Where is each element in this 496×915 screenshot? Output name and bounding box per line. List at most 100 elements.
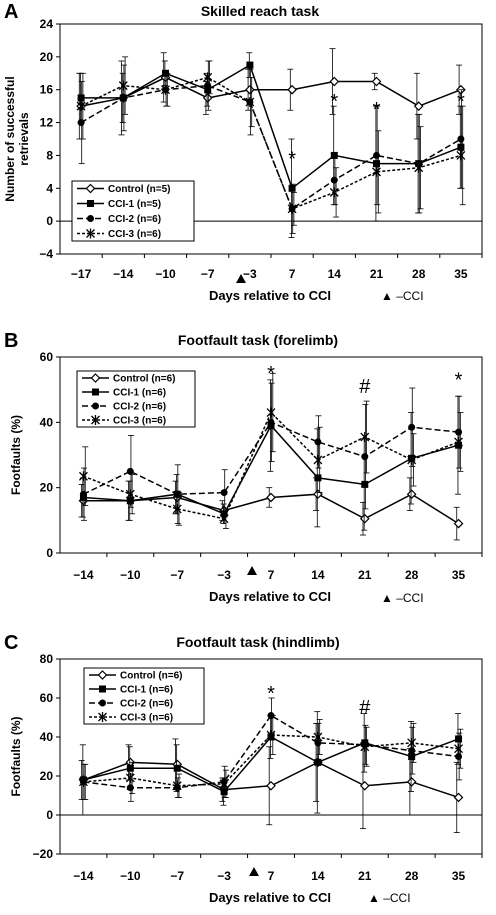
marker-asterisk: [161, 84, 170, 95]
marker-asterisk: [313, 454, 323, 465]
legend-label: CCI-1 (n=6): [113, 388, 166, 399]
series-line: [81, 63, 462, 190]
cci-note: ▲ –CCI: [368, 891, 411, 905]
legend-label: Control (n=5): [108, 184, 171, 195]
marker-diamond: [406, 489, 417, 500]
marker-asterisk: [86, 228, 95, 239]
marker-square: [99, 685, 106, 693]
marker-asterisk: [203, 72, 213, 83]
x-tick-label: 14: [311, 869, 325, 883]
marker-circle: [220, 489, 228, 497]
x-tick-label: 21: [358, 568, 372, 582]
marker-square: [288, 184, 296, 192]
x-tick-label: 28: [405, 568, 419, 582]
x-tick-label: −10: [120, 869, 141, 883]
series-4: [76, 56, 466, 226]
marker-circle: [126, 467, 134, 475]
marker-square: [373, 160, 380, 168]
marker-square: [314, 474, 322, 482]
panel-letter: A: [4, 1, 18, 23]
y-tick-label: 40: [40, 730, 54, 744]
marker-square: [77, 94, 85, 102]
y-tick-label: 20: [40, 50, 54, 64]
marker-circle: [204, 82, 212, 90]
y-tick-label: 20: [40, 481, 54, 495]
x-axis-label: Days relative to CCI: [209, 589, 331, 604]
x-tick-label: 7: [268, 869, 275, 883]
y-tick-label: 20: [40, 769, 54, 783]
marker-asterisk: [266, 407, 276, 418]
legend-label: CCI-1 (n=5): [108, 199, 161, 210]
legend-label: CCI-3 (n=6): [113, 416, 166, 427]
legend-label: CCI-2 (n=6): [120, 699, 173, 710]
series-line: [80, 84, 462, 210]
marker-square: [457, 143, 465, 151]
marker-circle: [373, 151, 380, 159]
plot-frame: [59, 356, 483, 554]
chart-title: Skilled reach task: [201, 3, 320, 19]
marker-asterisk: [76, 101, 86, 112]
marker-asterisk: [125, 772, 135, 783]
x-tick-label: 35: [452, 568, 466, 582]
marker-circle: [455, 428, 463, 436]
marker-diamond: [406, 777, 417, 787]
marker-asterisk: [125, 489, 135, 500]
marker-square: [92, 388, 99, 396]
marker-circle: [77, 119, 85, 127]
y-tick-label: −4: [39, 247, 53, 261]
significance-mark: #: [359, 376, 371, 398]
cci-triangle-icon: [247, 566, 257, 575]
legend: Control (n=6) CCI-1 (n=6) CCI-2 (n=6) CCI-3…: [83, 667, 205, 725]
y-tick-label: 80: [40, 652, 54, 666]
marker-asterisk: [266, 730, 276, 741]
legend-label: CCI-1 (n=6): [120, 685, 173, 696]
chart-title: Footfault task (hindlimb): [176, 634, 339, 650]
marker-diamond: [359, 780, 370, 791]
significance-mark: *: [288, 148, 296, 170]
significance-mark: *: [267, 683, 275, 705]
legend: Control (n=5) CCI-1 (n=5) CCI-2 (n=6) CCI-3…: [71, 180, 195, 242]
marker-square: [220, 788, 228, 796]
cci-note: ▲ –CCI: [381, 289, 424, 303]
x-tick-label: −7: [170, 869, 184, 883]
legend: Control (n=6) CCI-1 (n=6) CCI-2 (n=6) CCI-3…: [76, 370, 196, 428]
y-tick-label: 0: [46, 546, 53, 560]
marker-diamond: [85, 183, 96, 194]
series-line: [80, 76, 462, 210]
significance-mark: *: [267, 363, 275, 385]
marker-asterisk: [313, 732, 323, 742]
marker-asterisk: [329, 187, 339, 198]
x-tick-label: −10: [155, 267, 176, 281]
series-line: [83, 421, 459, 495]
chart-panel-A: A Skilled reach task −4 0 4 8 12 16 20 24 −17 −14 −1…: [3, 1, 483, 303]
marker-asterisk: [172, 780, 182, 791]
chart-title: Footfault task (forelimb): [178, 332, 338, 348]
series-line: [80, 76, 462, 107]
cci-note: ▲ –CCI: [381, 591, 424, 605]
marker-diamond: [266, 780, 276, 791]
marker-diamond: [371, 76, 382, 87]
x-tick-label: 7: [268, 568, 275, 582]
marker-asterisk: [78, 471, 88, 482]
marker-circle: [330, 176, 338, 184]
legend-label: CCI-3 (n=6): [120, 713, 173, 724]
marker-asterisk: [456, 150, 466, 161]
significance-mark: #: [359, 697, 371, 719]
y-tick-label: 0: [46, 808, 53, 822]
y-tick-label: 40: [40, 415, 54, 429]
marker-asterisk: [287, 203, 297, 214]
marker-asterisk: [91, 415, 100, 425]
marker-diamond: [453, 518, 464, 529]
marker-circle: [99, 699, 106, 707]
marker-asterisk: [78, 776, 88, 787]
legend-label: Control (n=6): [113, 374, 176, 385]
y-axis-label: retrievals: [17, 112, 31, 166]
marker-circle: [126, 784, 134, 792]
x-tick-label: 35: [454, 267, 468, 281]
marker-diamond: [266, 492, 276, 503]
marker-square: [87, 200, 94, 207]
series-4: [78, 372, 464, 529]
x-tick-label: −14: [73, 568, 94, 582]
marker-square: [408, 753, 416, 760]
